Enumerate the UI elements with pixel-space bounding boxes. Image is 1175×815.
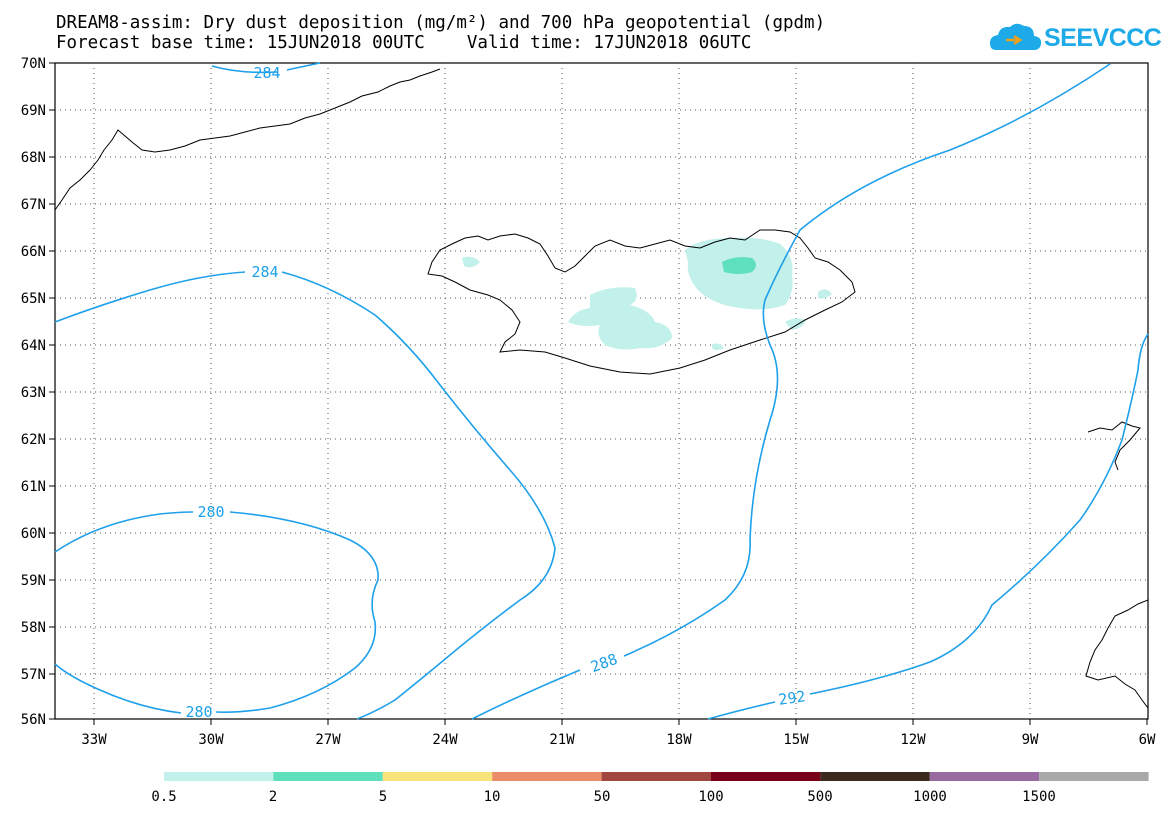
legend-labels: 0.5 2 5 10 50 100 500 1000 1500	[151, 789, 1056, 805]
lat-label: 59N	[21, 573, 46, 589]
lat-label: 63N	[21, 385, 46, 401]
iceland-coastline	[427, 229, 856, 375]
dust-deposition	[462, 237, 832, 350]
legend-colorbar	[164, 772, 1149, 781]
lat-label: 66N	[21, 244, 46, 260]
lat-label: 61N	[21, 479, 46, 495]
greenland-coastline	[54, 68, 441, 211]
legend-swatch	[601, 772, 711, 781]
legend-label: 10	[484, 789, 501, 805]
lon-label: 24W	[432, 732, 458, 748]
legend-swatch	[164, 772, 274, 781]
lat-label: 68N	[21, 150, 46, 166]
lon-label: 15W	[783, 732, 809, 748]
lat-label: 67N	[21, 197, 46, 213]
contour-label: 280	[185, 703, 212, 721]
latitude-labels: 70N 69N 68N 67N 66N 65N 64N 63N 62N 61N …	[21, 56, 46, 728]
legend-swatch	[1039, 772, 1149, 781]
lon-label: 33W	[81, 732, 107, 748]
legend-label: 5	[379, 789, 387, 805]
map-title: DREAM8-assim: Dry dust deposition (mg/m²…	[56, 13, 826, 33]
legend-swatch	[492, 772, 602, 781]
lat-label: 69N	[21, 103, 46, 119]
logo-text: SEEVCCC	[1044, 24, 1162, 52]
lat-label: 60N	[21, 526, 46, 542]
axis-ticks	[49, 62, 1148, 725]
legend-label: 50	[594, 789, 611, 805]
lat-label: 57N	[21, 667, 46, 683]
map-frame	[54, 62, 1149, 720]
legend-swatch	[929, 772, 1040, 781]
lat-label: 65N	[21, 291, 46, 307]
lat-label: 62N	[21, 432, 46, 448]
lat-label: 56N	[21, 712, 46, 728]
lat-label: 58N	[21, 620, 46, 636]
legend-label: 0.5	[151, 789, 176, 805]
lon-label: 27W	[315, 732, 341, 748]
lon-label: 30W	[198, 732, 224, 748]
legend-swatch	[711, 772, 821, 781]
legend-swatch	[273, 772, 383, 781]
geopotential-contours: 284 284 280 280 288 292	[54, 62, 1149, 721]
legend-swatch	[382, 772, 493, 781]
lon-label: 12W	[900, 732, 926, 748]
contour-label: 284	[251, 263, 278, 281]
legend-label: 2	[269, 789, 277, 805]
cloud-icon	[990, 23, 1042, 50]
lat-label: 70N	[21, 56, 46, 72]
legend-label: 1500	[1022, 789, 1056, 805]
legend-label: 1000	[913, 789, 947, 805]
lon-label: 9W	[1022, 732, 1039, 748]
contour-label: 280	[197, 503, 224, 521]
lat-label: 64N	[21, 338, 46, 354]
legend-label: 500	[807, 789, 832, 805]
contour-label: 292	[777, 687, 806, 709]
graticule	[55, 63, 1148, 719]
lon-label: 21W	[549, 732, 575, 748]
legend-swatch	[820, 772, 930, 781]
lon-label: 6W	[1139, 732, 1156, 748]
legend-label: 100	[698, 789, 723, 805]
faroe-coastline	[1087, 421, 1141, 471]
contour-label: 284	[253, 64, 280, 82]
lon-label: 18W	[666, 732, 692, 748]
longitude-labels: 33W 30W 27W 24W 21W 18W 15W 12W 9W 6W	[81, 732, 1156, 748]
forecast-times: Forecast base time: 15JUN2018 00UTC Vali…	[56, 33, 752, 53]
scotland-coastline	[1085, 599, 1149, 709]
